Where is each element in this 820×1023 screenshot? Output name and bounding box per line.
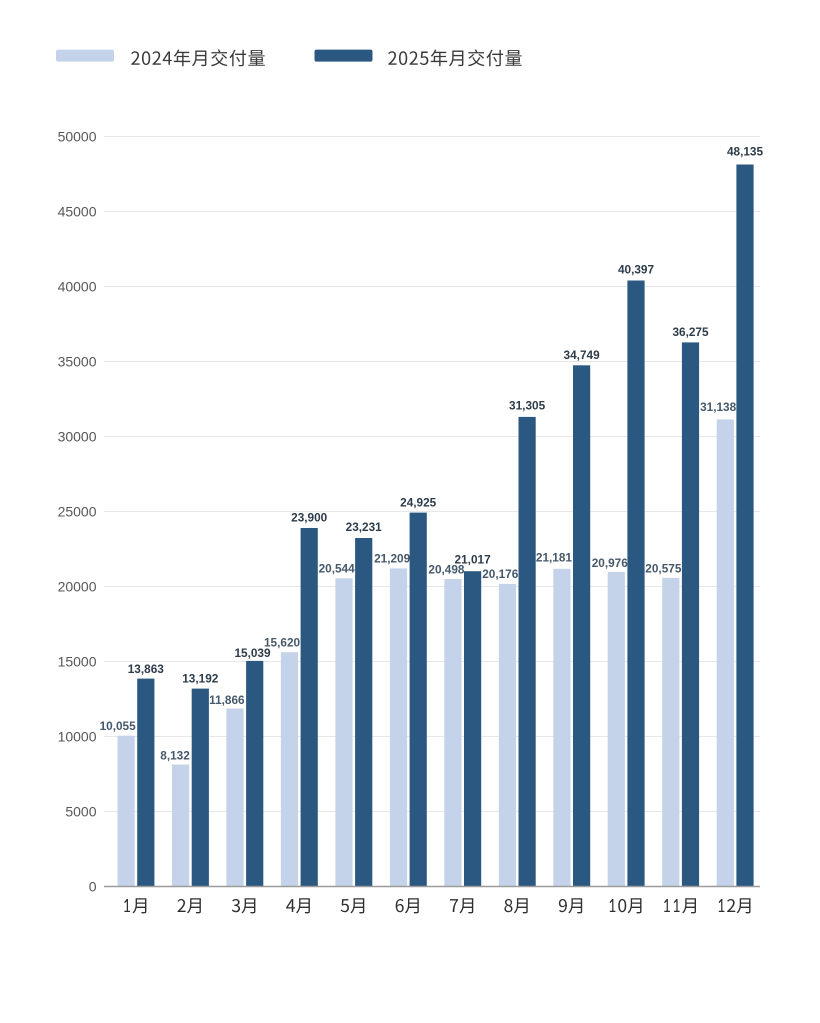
svg-text:13,192: 13,192: [182, 671, 219, 685]
svg-text:34,749: 34,749: [564, 348, 601, 362]
svg-text:23,900: 23,900: [291, 510, 328, 524]
svg-text:20,544: 20,544: [319, 562, 356, 576]
svg-text:25000: 25000: [58, 504, 97, 520]
svg-text:10000: 10000: [58, 729, 97, 745]
svg-text:15000: 15000: [58, 654, 97, 670]
svg-text:20,575: 20,575: [645, 562, 682, 576]
svg-text:20,498: 20,498: [428, 562, 465, 576]
svg-text:30000: 30000: [58, 429, 97, 445]
svg-text:40,397: 40,397: [618, 262, 655, 276]
svg-text:8,132: 8,132: [160, 748, 190, 762]
svg-text:11,866: 11,866: [209, 693, 245, 707]
svg-text:15,620: 15,620: [264, 636, 301, 650]
svg-text:31,305: 31,305: [509, 399, 546, 413]
svg-text:5000: 5000: [65, 804, 96, 820]
svg-text:20,176: 20,176: [482, 567, 519, 581]
svg-text:10,055: 10,055: [100, 719, 137, 733]
svg-text:21,209: 21,209: [374, 552, 411, 566]
svg-text:21,181: 21,181: [536, 551, 573, 565]
svg-text:45000: 45000: [58, 204, 97, 220]
svg-text:31,138: 31,138: [700, 400, 737, 414]
svg-text:15,039: 15,039: [234, 646, 271, 660]
svg-text:50000: 50000: [58, 129, 97, 145]
svg-text:13,863: 13,863: [128, 662, 165, 676]
svg-text:48,135: 48,135: [727, 144, 764, 158]
svg-text:20,976: 20,976: [592, 556, 629, 570]
svg-text:0: 0: [89, 879, 97, 895]
svg-text:21,017: 21,017: [455, 553, 492, 567]
svg-text:23,231: 23,231: [346, 520, 383, 534]
svg-text:24,925: 24,925: [400, 495, 437, 509]
svg-text:36,275: 36,275: [672, 325, 709, 339]
svg-text:35000: 35000: [58, 354, 97, 370]
svg-text:40000: 40000: [58, 279, 97, 295]
svg-text:20000: 20000: [58, 579, 97, 595]
